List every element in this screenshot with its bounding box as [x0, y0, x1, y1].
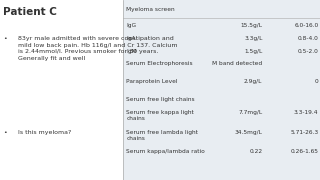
Text: 0: 0: [315, 79, 318, 84]
Text: Serum free lambda light
chains: Serum free lambda light chains: [126, 130, 198, 141]
Text: Serum free light chains: Serum free light chains: [126, 97, 195, 102]
Text: 7.7mg/L: 7.7mg/L: [238, 110, 262, 115]
Text: M band detected: M band detected: [212, 61, 262, 66]
Text: 0.22: 0.22: [249, 149, 262, 154]
Text: 6.0-16.0: 6.0-16.0: [294, 23, 318, 28]
Text: Patient C: Patient C: [3, 7, 57, 17]
Text: Paraprotein Level: Paraprotein Level: [126, 79, 178, 84]
Text: 1.5g/L: 1.5g/L: [244, 49, 262, 54]
FancyBboxPatch shape: [123, 0, 320, 180]
Text: 34.5mg/L: 34.5mg/L: [235, 130, 262, 135]
Text: 15.5g/L: 15.5g/L: [240, 23, 262, 28]
Text: Myeloma screen: Myeloma screen: [126, 7, 175, 12]
Text: Serum kappa/lambda ratio: Serum kappa/lambda ratio: [126, 149, 205, 154]
Text: 3.3g/L: 3.3g/L: [244, 36, 262, 41]
Text: IgA: IgA: [126, 36, 136, 41]
Text: Serum free kappa light
chains: Serum free kappa light chains: [126, 110, 194, 121]
Text: IgG: IgG: [126, 23, 137, 28]
Text: 2.9g/L: 2.9g/L: [244, 79, 262, 84]
Text: IgM: IgM: [126, 49, 137, 54]
Text: •: •: [3, 130, 7, 135]
Text: 0.8-4.0: 0.8-4.0: [298, 36, 318, 41]
Text: Is this myeloma?: Is this myeloma?: [18, 130, 71, 135]
Text: 0.26-1.65: 0.26-1.65: [291, 149, 318, 154]
Text: Serum Electrophoresis: Serum Electrophoresis: [126, 61, 193, 66]
Text: 5.71-26.3: 5.71-26.3: [290, 130, 318, 135]
Text: 83yr male admitted with severe constipation and
mild low back pain. Hb 116g/l an: 83yr male admitted with severe constipat…: [18, 36, 177, 61]
Text: 3.3-19.4: 3.3-19.4: [294, 110, 318, 115]
Text: •: •: [3, 36, 7, 41]
Text: 0.5-2.0: 0.5-2.0: [298, 49, 318, 54]
